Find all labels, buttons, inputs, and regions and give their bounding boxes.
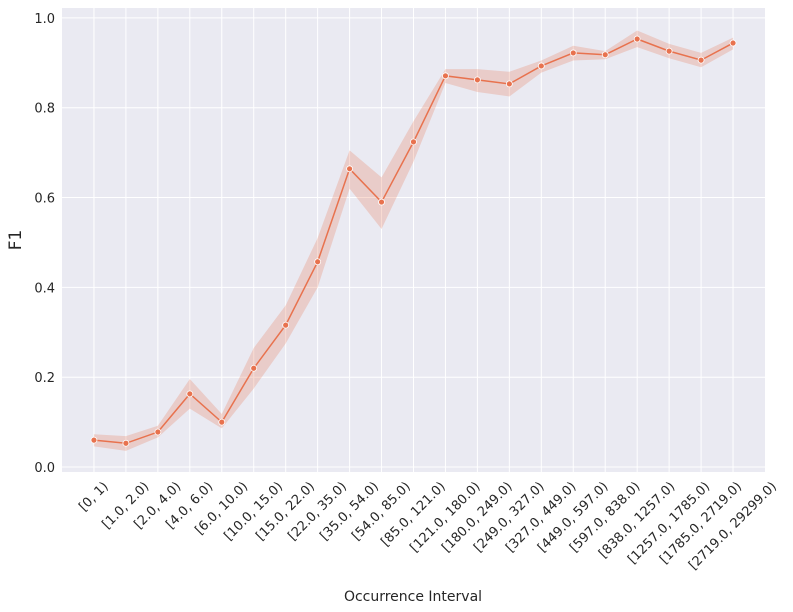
y-tick-label: 0.6 — [34, 192, 55, 207]
y-axis-label: F1 — [6, 230, 26, 251]
point — [665, 47, 673, 55]
point — [282, 321, 290, 329]
point — [314, 258, 322, 266]
point — [569, 49, 577, 57]
point — [346, 165, 353, 173]
x-tick-label: [0, 1) — [76, 479, 111, 514]
y-tick-label: 0.0 — [34, 461, 55, 476]
x-axis-label: Occurrence Interval — [344, 589, 482, 605]
point — [729, 39, 737, 47]
y-tick-label: 1.0 — [34, 12, 55, 27]
point — [633, 35, 641, 43]
point — [474, 76, 481, 84]
y-tick-label: 0.4 — [34, 281, 55, 296]
point — [186, 390, 194, 398]
y-tick-label: 0.8 — [34, 102, 55, 117]
point — [537, 62, 545, 70]
y-tick-label: 0.2 — [34, 371, 55, 386]
point — [505, 80, 513, 88]
point — [378, 198, 385, 206]
point — [218, 418, 226, 426]
point — [250, 364, 258, 372]
point — [442, 72, 449, 80]
point — [601, 51, 609, 59]
point — [410, 138, 417, 146]
point — [154, 428, 162, 436]
point — [90, 436, 98, 444]
point — [122, 439, 130, 447]
point — [697, 56, 705, 64]
